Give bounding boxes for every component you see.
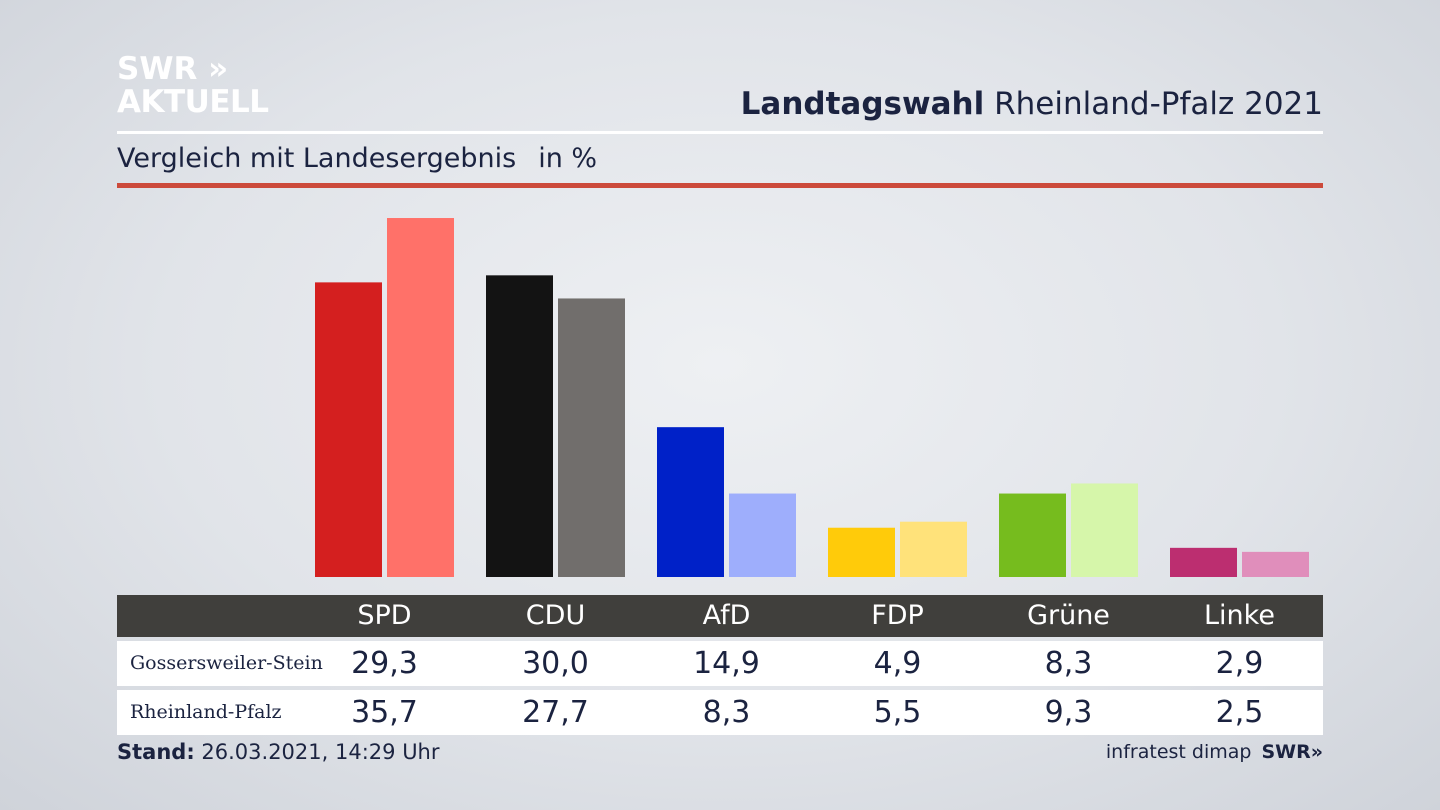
bar-linke-state (1242, 551, 1309, 577)
header-spd: SPD (357, 600, 412, 631)
table-cell: 35,7 (351, 695, 418, 730)
bar-gruene-state (1071, 483, 1138, 577)
header-afd: AfD (702, 600, 751, 631)
table-cell: 27,7 (522, 695, 589, 730)
table-cell: 2,9 (1215, 646, 1264, 681)
bar-chart (315, 218, 1309, 577)
table-cell: 8,3 (1044, 646, 1093, 681)
header-linke: Linke (1204, 600, 1275, 631)
logo-line2: AKTUELL (117, 84, 269, 120)
table-row: Gossersweiler-Stein 29,3 30,0 14,9 4,9 8… (117, 641, 1323, 686)
bar-cdu-state (558, 298, 625, 577)
bar-spd-state (387, 218, 454, 577)
table-header: SPD CDU AfD FDP Grüne Linke (117, 595, 1323, 637)
subtitle-text: Vergleich mit Landesergebnis (117, 143, 517, 174)
table-cell: 8,3 (702, 695, 751, 730)
source-label: infratest dimap (1105, 741, 1252, 763)
timestamp: Stand: 26.03.2021, 14:29 Uhr (117, 740, 440, 764)
title-bold: Landtagswahl (740, 86, 985, 122)
table-row: Rheinland-Pfalz 35,7 27,7 8,3 5,5 9,3 2,… (117, 690, 1323, 735)
title-rest: Rheinland-Pfalz 2021 (994, 86, 1323, 122)
row-label: Gossersweiler-Stein (130, 652, 323, 674)
bar-fdp-local (828, 527, 895, 577)
subtitle-divider (117, 183, 1323, 188)
table-cell: 2,5 (1215, 695, 1264, 730)
row-label: Rheinland-Pfalz (130, 701, 282, 723)
title-divider (117, 131, 1323, 134)
table-cell: 4,9 (873, 646, 922, 681)
bar-afd-local (657, 427, 724, 577)
table-cell: 5,5 (873, 695, 922, 730)
bar-spd-local (315, 282, 382, 577)
logo-line1: SWR » (117, 51, 229, 87)
stand-label: Stand: (117, 740, 195, 764)
page-title: Landtagswahl Rheinland-Pfalz 2021 (741, 86, 1323, 122)
bar-fdp-state (900, 521, 967, 577)
swr-aktuell-logo: SWR » AKTUELL (117, 54, 277, 118)
header-cdu: CDU (525, 600, 586, 631)
unit-label: in % (538, 143, 598, 174)
header-gruene: Grüne (1027, 600, 1110, 631)
bar-afd-state (729, 493, 796, 577)
table-cell: 9,3 (1044, 695, 1093, 730)
header-fdp: FDP (871, 600, 924, 631)
chart-subtitle: Vergleich mit Landesergebnis in % (117, 143, 597, 174)
table-cell: 14,9 (693, 646, 760, 681)
table-cell: 29,3 (351, 646, 418, 681)
bar-gruene-local (999, 493, 1066, 577)
source-credit: infratest dimap SWR» (1106, 741, 1323, 763)
results-table: SPD CDU AfD FDP Grüne Linke Gossersweile… (117, 595, 1323, 735)
swr-brand: SWR» (1261, 741, 1323, 763)
stand-value: 26.03.2021, 14:29 Uhr (201, 740, 440, 764)
bar-cdu-local (486, 275, 553, 577)
bar-linke-local (1170, 547, 1237, 577)
table-cell: 30,0 (522, 646, 589, 681)
